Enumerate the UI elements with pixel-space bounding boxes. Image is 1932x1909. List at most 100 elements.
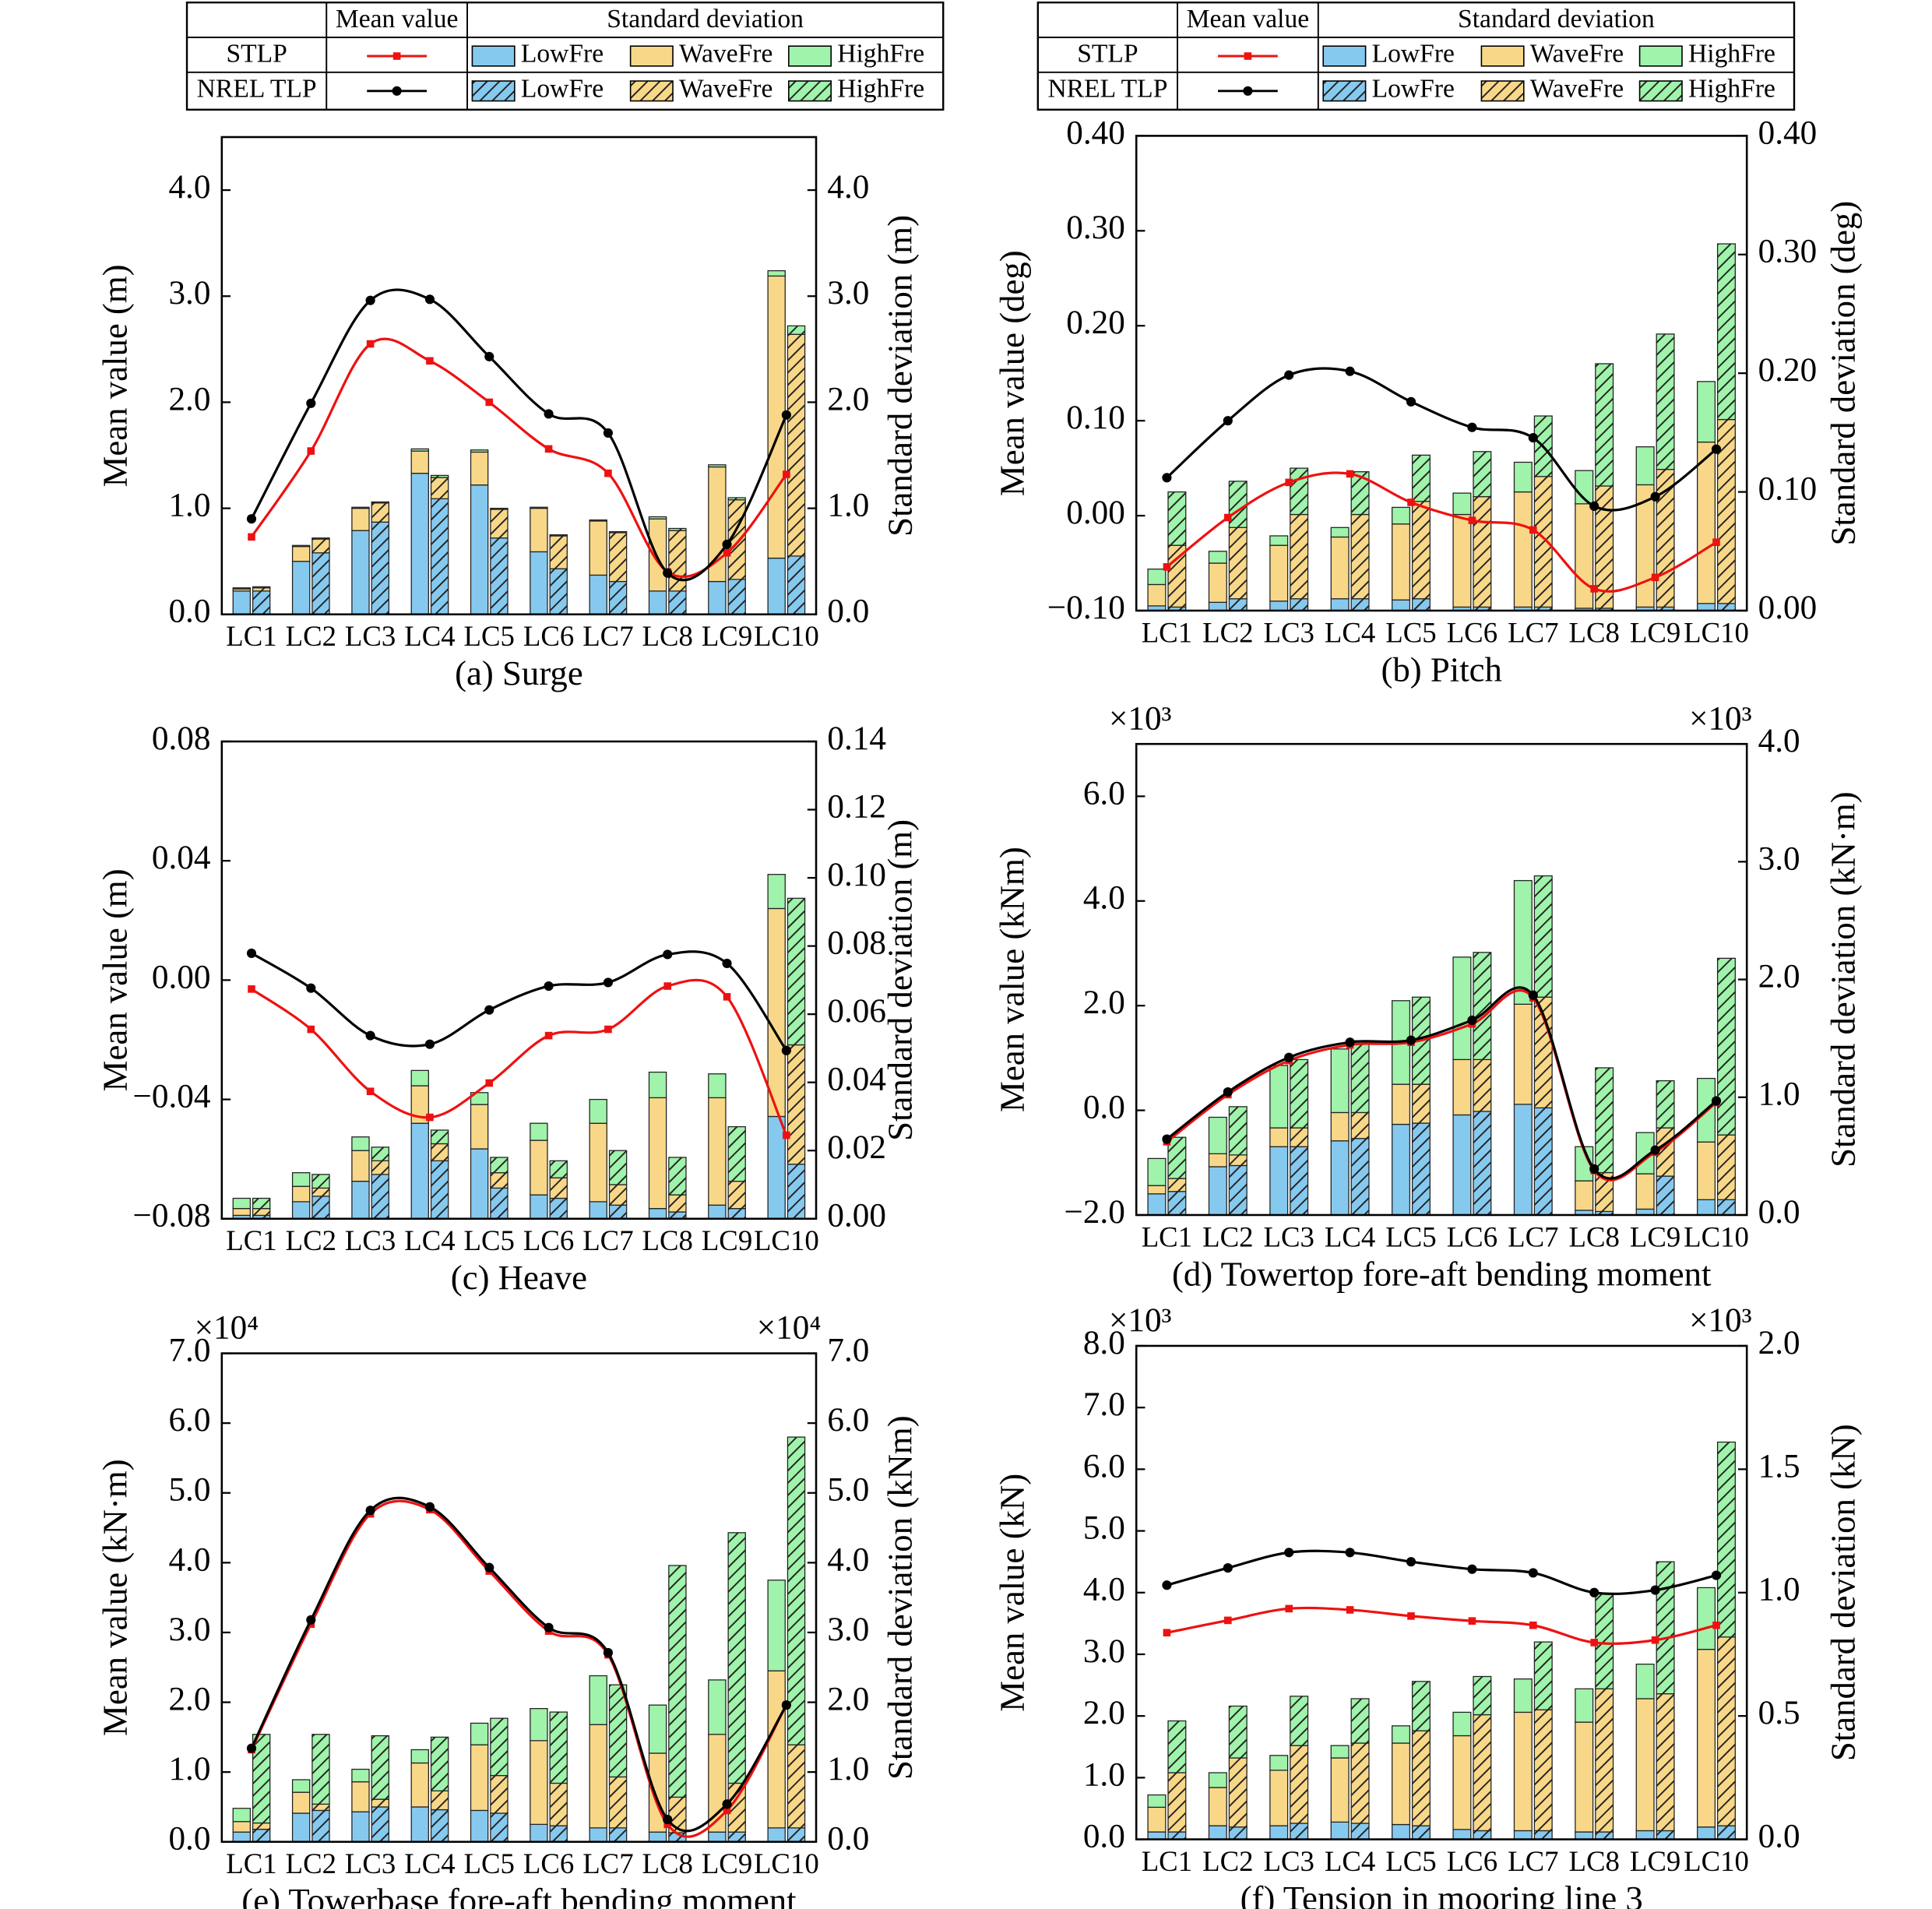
bar-segment (1473, 1675, 1492, 1716)
y2-multiplier: ×10³ (1689, 700, 1752, 737)
bar-segment (1452, 492, 1472, 516)
bar-segment (430, 1736, 449, 1791)
y-tick-label: 0.0 (1083, 1089, 1125, 1125)
bar-segment (1269, 1825, 1289, 1840)
y2-axis-label: Standard deviation (kN·m) (1823, 791, 1862, 1168)
bar-segment (470, 1092, 489, 1105)
y2-tick-label: 4.0 (1758, 723, 1800, 759)
bar-segment (1350, 1823, 1370, 1840)
legend: Mean value Standard deviation STLP LowFre Wa… (185, 1, 945, 111)
legend-label: LowFre (521, 75, 604, 104)
y2-multiplier: ×10⁴ (757, 1310, 822, 1347)
line-marker (306, 983, 316, 993)
bar-segment (1208, 551, 1227, 564)
bar-segment (668, 1565, 687, 1798)
line-marker (544, 1622, 554, 1633)
x-tick-label: LC6 (1447, 1220, 1497, 1252)
y-tick-label: 0.20 (1066, 305, 1125, 341)
bar-segment (490, 1775, 509, 1814)
line-marker (1243, 86, 1253, 96)
x-tick-label: LC3 (345, 620, 396, 652)
line-marker (484, 1005, 494, 1015)
bar-segment (787, 897, 806, 1046)
bar-segment (1635, 1698, 1655, 1832)
bar-segment (1411, 1681, 1431, 1731)
y-tick-label: 4.0 (1083, 1572, 1125, 1608)
y-tick-label: −0.10 (1047, 590, 1125, 626)
line-marker (1406, 1557, 1416, 1567)
bar-segment (1411, 1730, 1431, 1826)
legend-label: HighFre (837, 75, 924, 104)
x-tick-label: LC7 (582, 1224, 633, 1256)
bar-segment (311, 1734, 330, 1805)
bar-segment (351, 1150, 370, 1182)
chart: 0.0 1.0 2.0 3.0 4.0 5.0 6.0 7.0 0.0 1.0 2.0 3.0 4.0 5… (95, 1310, 919, 1909)
bar-segment (1228, 1106, 1248, 1156)
line-marker (1163, 563, 1171, 571)
line-marker (723, 549, 731, 557)
y-tick-label: −0.04 (132, 1078, 210, 1115)
line-marker (307, 1025, 315, 1034)
bar-segment (311, 1196, 330, 1220)
bar-segment (291, 1812, 311, 1843)
line-marker (1284, 1052, 1294, 1062)
line-marker (484, 351, 494, 361)
bar-segment (1228, 1154, 1248, 1167)
y2-tick-label: 0.5 (1758, 1695, 1800, 1731)
x-tick-label: LC3 (1264, 616, 1314, 648)
x-tick-label: LC5 (1385, 1845, 1436, 1877)
line-marker (1407, 498, 1415, 506)
bar-segment (1473, 1058, 1492, 1112)
line-marker (1650, 1145, 1660, 1155)
line-marker (1712, 538, 1720, 547)
bar-segment (708, 464, 727, 468)
x-tick-label: LC10 (754, 620, 819, 652)
bar-segment (410, 1069, 429, 1087)
line-marker (365, 295, 375, 305)
line-marker (663, 568, 673, 578)
y-multiplier: ×10³ (1109, 1302, 1172, 1339)
line-marker (544, 1031, 553, 1040)
x-tick-label: LC6 (523, 1224, 574, 1256)
y-tick-label: 0.00 (1066, 495, 1125, 531)
x-tick-label: LC5 (1385, 1220, 1436, 1252)
legend-swatch (629, 80, 674, 102)
bar-segment (1656, 1693, 1675, 1832)
bar-segment (549, 1160, 568, 1178)
line-marker (1711, 1096, 1722, 1106)
bar-segment (608, 1204, 628, 1220)
bar-segment (291, 1172, 311, 1187)
bar-segment (291, 561, 311, 615)
bar-segment (1147, 569, 1167, 586)
bar-segment (1533, 1830, 1553, 1840)
bar-segment (648, 590, 667, 615)
bar-segment (1697, 1199, 1716, 1216)
bar-segment (549, 568, 568, 615)
plot-frame (220, 740, 818, 1220)
bar-segment (1147, 1193, 1167, 1216)
bar-segment (1595, 1067, 1614, 1174)
x-tick-label: LC1 (226, 1224, 276, 1256)
bar-segment (1290, 1696, 1309, 1746)
legend-label: WaveFre (1530, 40, 1624, 69)
bar-segment (410, 448, 429, 452)
line-marker (1346, 470, 1354, 478)
bar-segment (232, 1208, 252, 1217)
x-tick-label: LC4 (1325, 1220, 1375, 1252)
bar-segment (1716, 1636, 1736, 1826)
bar-segment (311, 1809, 330, 1843)
y-tick-label: 0.30 (1066, 210, 1125, 246)
line-marker (663, 982, 672, 990)
bar-segment (371, 521, 390, 615)
y2-axis-label: Standard deviation (deg) (1823, 201, 1862, 546)
bar-segment (1228, 1757, 1248, 1828)
y-axis-label: Mean value (kNm) (992, 847, 1031, 1112)
bar-segment (1290, 1745, 1309, 1824)
bar-segment (1411, 1825, 1431, 1840)
y2-tick-label: 2.0 (1758, 958, 1800, 995)
x-tick-label: LC8 (1569, 1845, 1620, 1877)
bar-segment (490, 537, 509, 615)
x-tick-label: LC2 (1202, 616, 1253, 648)
bar-segment (1269, 1127, 1289, 1147)
bar-segment (311, 552, 330, 615)
